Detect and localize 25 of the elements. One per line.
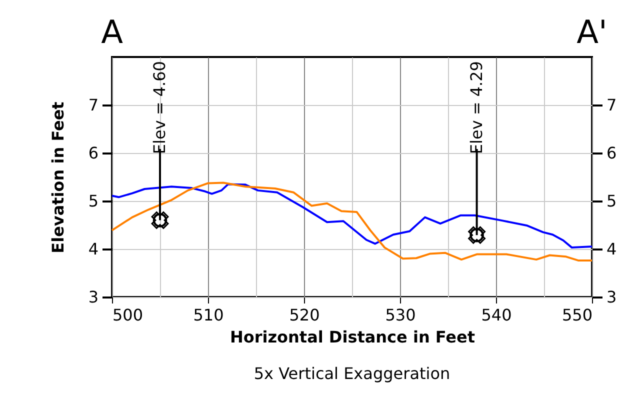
y-tick-label: 5 xyxy=(88,192,98,210)
x-axis-title: Horizontal Distance in Feet xyxy=(230,328,476,346)
text: A xyxy=(101,13,124,51)
annotation: Elev = 4.29 xyxy=(466,61,486,154)
line-series xyxy=(111,183,593,249)
x-tick-label: 540 xyxy=(481,306,512,324)
y2-tick-label: 3 xyxy=(606,288,617,306)
text: A' xyxy=(576,13,608,51)
y-tick-label: 7 xyxy=(88,96,98,114)
y-tick-label: 6 xyxy=(88,144,98,162)
x-tick-label: 500 xyxy=(112,306,144,324)
y2-tick-label: 4 xyxy=(606,240,617,258)
x-tick-label: 510 xyxy=(193,306,224,324)
y2-tick-label: 6 xyxy=(606,144,617,162)
y2-tick-label: 7 xyxy=(606,96,617,114)
y-tick-label: 3 xyxy=(88,288,98,306)
annotation: Elev = 4.60 xyxy=(150,61,169,154)
y-tick-label: 4 xyxy=(88,240,98,258)
x-tick-label: 520 xyxy=(289,306,320,324)
text: 5x Vertical Exaggeration xyxy=(254,364,450,383)
x-tick-label: 550 xyxy=(562,306,592,324)
y2-tick-label: 5 xyxy=(606,192,617,210)
x-tick-label: 530 xyxy=(385,306,416,324)
y-axis-title: Elevation in Feet xyxy=(48,101,68,254)
line-series xyxy=(111,182,593,262)
